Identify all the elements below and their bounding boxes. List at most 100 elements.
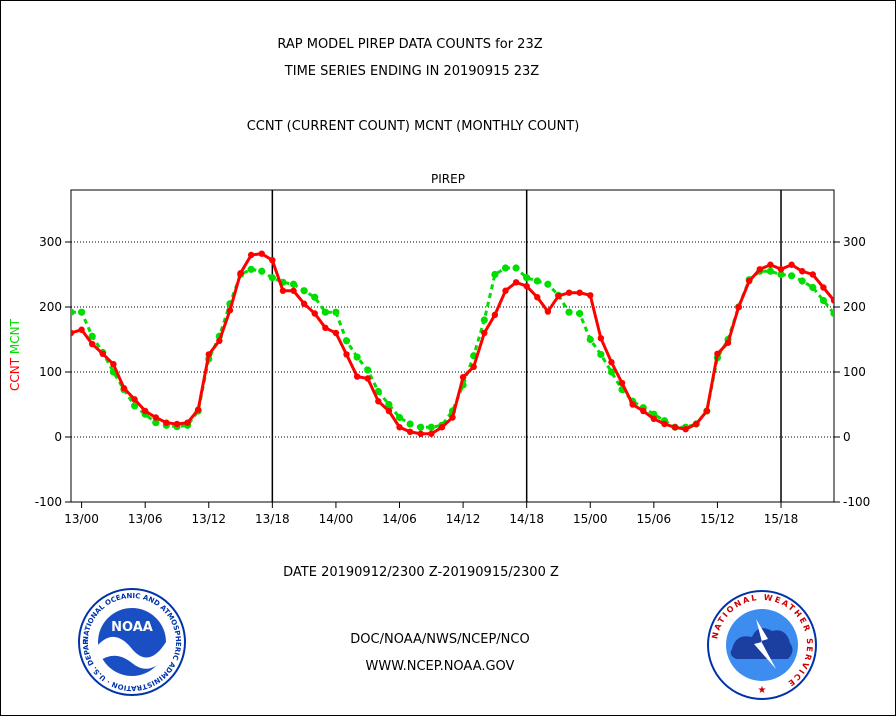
x-tick-label: 14/00 bbox=[319, 512, 354, 526]
y-tick-label-left: 200 bbox=[39, 300, 62, 314]
data-point-ccnt bbox=[735, 303, 742, 311]
data-point-ccnt bbox=[682, 426, 689, 433]
data-point-mcnt bbox=[77, 308, 86, 316]
data-point-ccnt bbox=[322, 324, 329, 331]
data-point-mcnt bbox=[819, 296, 828, 305]
x-tick-label: 14/06 bbox=[382, 512, 417, 526]
y-tick-label-right: 200 bbox=[843, 300, 866, 314]
x-tick-label: 13/12 bbox=[191, 512, 226, 526]
data-point-ccnt bbox=[820, 284, 827, 291]
data-point-ccnt bbox=[300, 300, 308, 307]
data-point-ccnt bbox=[523, 283, 530, 290]
y-axis-label: CCNT MCNT bbox=[8, 318, 22, 391]
data-point-mcnt bbox=[311, 293, 319, 301]
data-point-ccnt bbox=[555, 292, 562, 300]
y-axis-label-ccnt: CCNT bbox=[8, 354, 22, 391]
data-point-mcnt bbox=[565, 308, 573, 316]
data-point-ccnt bbox=[237, 270, 244, 277]
data-point-mcnt bbox=[788, 272, 796, 280]
y-tick-label-left: 100 bbox=[39, 365, 62, 379]
data-point-ccnt bbox=[767, 261, 774, 268]
data-point-mcnt bbox=[586, 335, 594, 344]
noaa-logo: NATIONAL OCEANIC AND ATMOSPHERIC ADMINIS… bbox=[75, 587, 186, 696]
data-point-ccnt bbox=[459, 374, 467, 381]
data-point-ccnt bbox=[152, 414, 159, 421]
data-point-ccnt bbox=[279, 287, 287, 294]
chart-subtitle: CCNT (CURRENT COUNT) MCNT (MONTHLY COUNT… bbox=[246, 119, 580, 134]
data-point-ccnt bbox=[799, 268, 806, 275]
data-point-ccnt bbox=[597, 335, 605, 342]
data-point-ccnt bbox=[353, 373, 361, 380]
y-axis-label-mcnt: MCNT bbox=[8, 318, 22, 354]
data-point-ccnt bbox=[438, 424, 446, 431]
data-point-ccnt bbox=[724, 339, 732, 346]
data-point-ccnt bbox=[417, 430, 424, 437]
data-point-ccnt bbox=[163, 419, 170, 426]
data-point-mcnt bbox=[332, 308, 340, 316]
data-point-ccnt bbox=[756, 266, 764, 273]
data-point-ccnt bbox=[406, 428, 414, 435]
data-point-mcnt bbox=[576, 309, 584, 318]
x-tick-label: 15/00 bbox=[573, 512, 608, 526]
date-range-label: DATE 20190912/2300 Z-20190915/2300 Z bbox=[283, 565, 559, 580]
data-point-mcnt bbox=[512, 264, 520, 272]
data-point-mcnt bbox=[480, 316, 488, 324]
org-label: DOC/NOAA/NWS/NCEP/NCO bbox=[350, 632, 530, 647]
data-point-ccnt bbox=[534, 294, 541, 301]
data-point-ccnt bbox=[269, 257, 276, 264]
x-tick-label: 15/12 bbox=[700, 512, 735, 526]
data-point-ccnt bbox=[640, 407, 647, 415]
data-point-ccnt bbox=[131, 396, 138, 403]
x-tick-label: 13/06 bbox=[128, 512, 163, 526]
data-point-ccnt bbox=[544, 308, 552, 315]
data-point-mcnt bbox=[289, 280, 298, 288]
data-point-mcnt bbox=[353, 353, 361, 361]
data-point-ccnt bbox=[512, 279, 520, 286]
y-tick-label-right: -100 bbox=[843, 495, 870, 509]
data-point-mcnt bbox=[268, 274, 276, 282]
data-point-ccnt bbox=[99, 350, 106, 357]
plot-title: PIREP bbox=[431, 172, 465, 186]
url-label[interactable]: WWW.NCEP.NOAA.GOV bbox=[365, 659, 515, 674]
data-point-mcnt bbox=[374, 387, 382, 396]
data-point-ccnt bbox=[502, 287, 509, 294]
data-point-ccnt bbox=[226, 307, 234, 314]
chart-title-line2: TIME SERIES ENDING IN 20190915 23Z bbox=[284, 64, 540, 79]
data-point-ccnt bbox=[184, 419, 191, 426]
y-tick-label-left: 300 bbox=[39, 235, 62, 249]
data-point-mcnt bbox=[364, 366, 372, 374]
data-point-ccnt bbox=[746, 277, 753, 285]
data-point-mcnt bbox=[417, 423, 425, 431]
data-point-mcnt bbox=[406, 420, 414, 428]
x-tick-label: 13/00 bbox=[64, 512, 99, 526]
x-tick-label: 15/06 bbox=[637, 512, 672, 526]
data-point-mcnt bbox=[385, 400, 393, 409]
series-line-mcnt bbox=[71, 266, 834, 429]
data-point-ccnt bbox=[671, 424, 679, 431]
data-point-ccnt bbox=[71, 329, 75, 337]
data-point-ccnt bbox=[332, 329, 340, 337]
x-tick-label: 13/18 bbox=[255, 512, 290, 526]
data-point-ccnt bbox=[481, 329, 488, 337]
data-point-ccnt bbox=[258, 250, 265, 257]
y-tick-label-right: 0 bbox=[843, 430, 851, 444]
data-point-ccnt bbox=[650, 415, 658, 422]
data-point-ccnt bbox=[565, 289, 573, 296]
data-point-mcnt bbox=[88, 332, 96, 340]
data-point-ccnt bbox=[777, 266, 785, 273]
data-point-mcnt bbox=[597, 350, 605, 359]
chart-title-line1: RAP MODEL PIREP DATA COUNTS for 23Z bbox=[277, 37, 543, 52]
data-point-ccnt bbox=[449, 414, 456, 421]
data-point-ccnt bbox=[247, 251, 255, 259]
y-tick-label-left: -100 bbox=[35, 495, 62, 509]
data-point-ccnt bbox=[491, 311, 499, 318]
x-tick-label: 14/12 bbox=[446, 512, 481, 526]
data-point-mcnt bbox=[342, 337, 351, 345]
series-line-ccnt bbox=[71, 252, 834, 436]
data-point-ccnt bbox=[205, 351, 212, 358]
data-point-mcnt bbox=[152, 419, 160, 427]
data-point-ccnt bbox=[78, 326, 85, 333]
data-point-ccnt bbox=[311, 310, 318, 317]
data-point-mcnt bbox=[798, 277, 806, 285]
